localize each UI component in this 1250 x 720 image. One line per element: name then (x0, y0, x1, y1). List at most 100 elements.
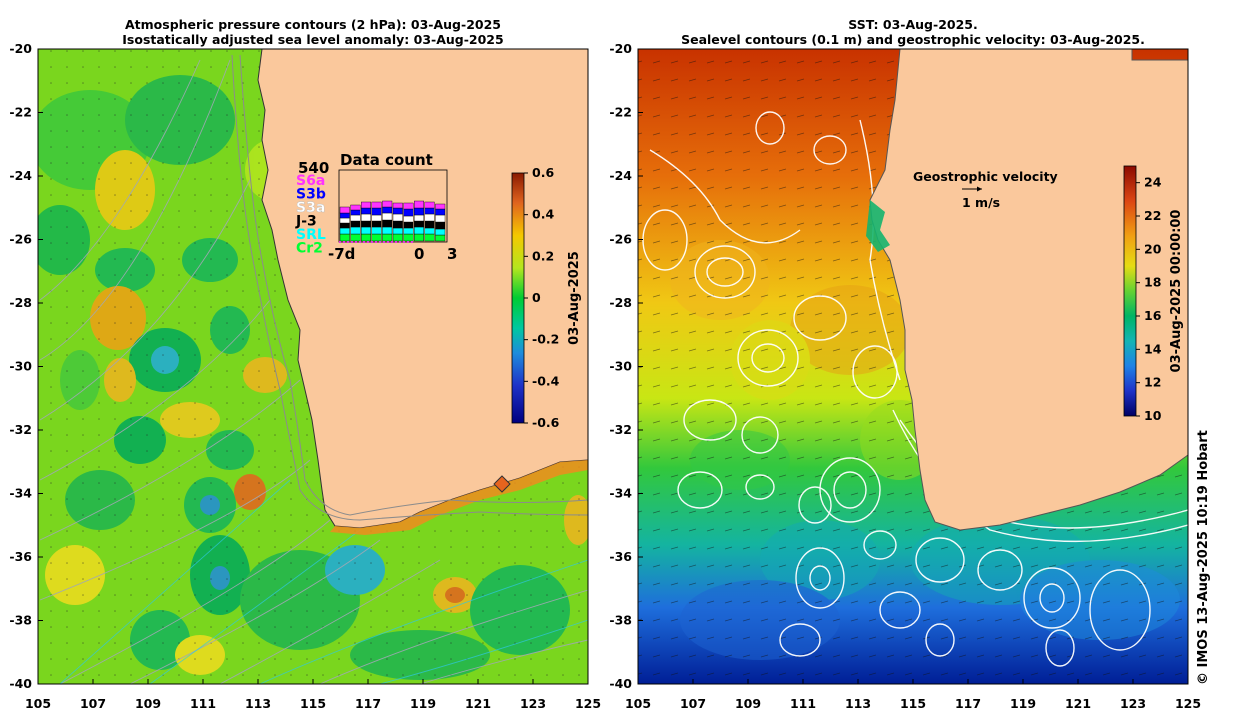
right-lat-tick-label: -40 (609, 676, 632, 691)
left-lat-tick-label: -40 (9, 676, 32, 691)
data-count-bar-segment (339, 206, 350, 214)
right-colorbar-tick-label: 20 (1144, 241, 1162, 256)
data-count-bar-segment (339, 227, 350, 235)
data-count-bar-segment (414, 226, 425, 235)
left-lat-tick-label: -34 (9, 486, 32, 501)
left-colorbar-tick-label: 0.2 (532, 248, 554, 263)
data-count-bar-segment (435, 234, 446, 242)
data-count-bar-segment (403, 227, 414, 235)
right-colorbar-tick-label: 18 (1144, 275, 1161, 290)
right-colorbar-label: 03-Aug-2025 00:00:00 (1169, 210, 1184, 373)
left-lon-tick-label: 113 (245, 696, 271, 711)
right-lat-tick-label: -30 (609, 359, 632, 374)
data-count-bar-segment (361, 201, 372, 209)
right-lon-tick-label: 121 (1065, 696, 1091, 711)
left-lon-tick-label: 123 (520, 696, 546, 711)
data-count-bar-segment (424, 233, 435, 242)
data-count-bar-segment (371, 220, 382, 228)
right-lon-tick-label: 125 (1175, 696, 1201, 711)
left-lon-tick-label: 117 (355, 696, 381, 711)
data-count-bar-segment (371, 201, 382, 209)
left-lat-tick-label: -32 (9, 422, 32, 437)
right-lat-tick-label: -36 (609, 549, 632, 564)
right-lat-tick-label: -24 (609, 168, 632, 183)
right-lat-tick-label: -22 (609, 105, 632, 120)
data-count-bar-segment (414, 220, 425, 228)
right-colorbar-tick-label: 22 (1144, 208, 1161, 223)
data-count-axis-start: -7d (328, 245, 355, 263)
right-lon-tick-label: 115 (900, 696, 926, 711)
data-count-bar-segment (339, 233, 350, 242)
data-count-bar-segment (403, 233, 414, 242)
data-count-bar-segment (382, 212, 393, 221)
data-count-mission-label: SRL (296, 227, 326, 243)
data-count-mission-label: S3b (296, 187, 326, 203)
left-lat-tick-label: -26 (9, 232, 32, 247)
left-lon-tick-label: 107 (80, 696, 106, 711)
right-lat-tick-label: -32 (609, 422, 632, 437)
data-count-bar-segment (414, 207, 425, 216)
left-lon-tick-label: 125 (575, 696, 601, 711)
data-count-bar-segment (403, 208, 414, 217)
data-count-bar-segment (371, 214, 382, 222)
left-colorbar-label: 03-Aug-2025 (567, 251, 582, 345)
data-count-bar-segment (382, 226, 393, 235)
data-count-bar-segment (435, 228, 446, 236)
data-count-bar-segment (371, 207, 382, 216)
left-map-title-line2: Isostatically adjusted sea level anomaly… (122, 32, 504, 47)
left-lat-tick-label: -36 (9, 549, 32, 564)
data-count-mission-label: S3a (296, 200, 325, 216)
left-lat-tick-label: -38 (9, 613, 32, 628)
data-count-bar-segment (414, 233, 425, 242)
data-count-bar-segment (435, 208, 446, 216)
data-count-bar-segment (435, 221, 446, 230)
right-lon-tick-label: 107 (680, 696, 706, 711)
right-colorbar-tick-label: 16 (1144, 308, 1162, 323)
data-count-bar-segment (350, 209, 361, 216)
right-lat-tick-label: -38 (609, 613, 632, 628)
data-count-bar-segment (414, 214, 425, 222)
data-count-bar-segment (371, 226, 382, 235)
right-lon-tick-label: 113 (845, 696, 871, 711)
left-lat-tick-label: -22 (9, 105, 32, 120)
data-count-bar-segment (392, 207, 403, 215)
data-count-bar-segment (350, 204, 361, 211)
data-count-bar-segment (350, 220, 361, 228)
right-lat-tick-label: -34 (609, 486, 632, 501)
left-colorbar (511, 172, 525, 424)
right-colorbar-tick-label: 10 (1144, 408, 1162, 423)
velocity-legend-title: Geostrophic velocity (913, 169, 1058, 184)
data-count-bar-segment (361, 220, 372, 228)
data-count-bar-segment (350, 214, 361, 222)
right-lat-tick-label: -20 (609, 41, 632, 56)
right-lon-tick-label: 117 (955, 696, 981, 711)
left-colorbar-tick-label: 0 (532, 290, 541, 305)
data-count-bar-segment (361, 233, 372, 242)
data-count-bar-segment (392, 233, 403, 242)
left-lon-tick-label: 109 (135, 696, 161, 711)
data-count-bar-segment (424, 207, 435, 215)
data-count-bar-segment (382, 206, 393, 214)
data-count-bar-segment (350, 226, 361, 235)
data-count-bar-segment (392, 202, 403, 209)
data-count-mission-label: J-3 (295, 214, 317, 230)
data-count-bar-segment (382, 233, 393, 242)
velocity-legend: Geostrophic velocity 1 m/s (913, 169, 1058, 210)
right-map-title-line1: SST: 03-Aug-2025. (848, 17, 978, 32)
left-lon-tick-label: 119 (410, 696, 436, 711)
right-lon-tick-label: 123 (1120, 696, 1146, 711)
data-count-mission-label: S6a (296, 173, 325, 189)
right-lon-tick-label: 119 (1010, 696, 1036, 711)
data-count-axis-end: 3 (447, 245, 457, 263)
right-lon-tick-label: 109 (735, 696, 761, 711)
left-colorbar-tick-label: 0.4 (532, 207, 554, 222)
left-lat-tick-label: -30 (9, 359, 32, 374)
data-count-bar-segment (382, 219, 393, 228)
right-lat-tick-label: -28 (609, 295, 632, 310)
data-count-bar-segment (435, 214, 446, 223)
data-count-bar-segment (403, 221, 414, 229)
data-count-bar-segment (392, 213, 403, 222)
right-lat-tick-label: -26 (609, 232, 632, 247)
